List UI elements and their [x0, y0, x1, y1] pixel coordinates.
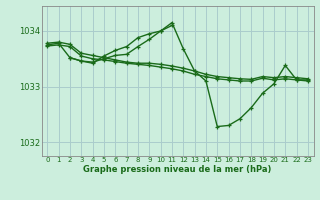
- X-axis label: Graphe pression niveau de la mer (hPa): Graphe pression niveau de la mer (hPa): [84, 165, 272, 174]
